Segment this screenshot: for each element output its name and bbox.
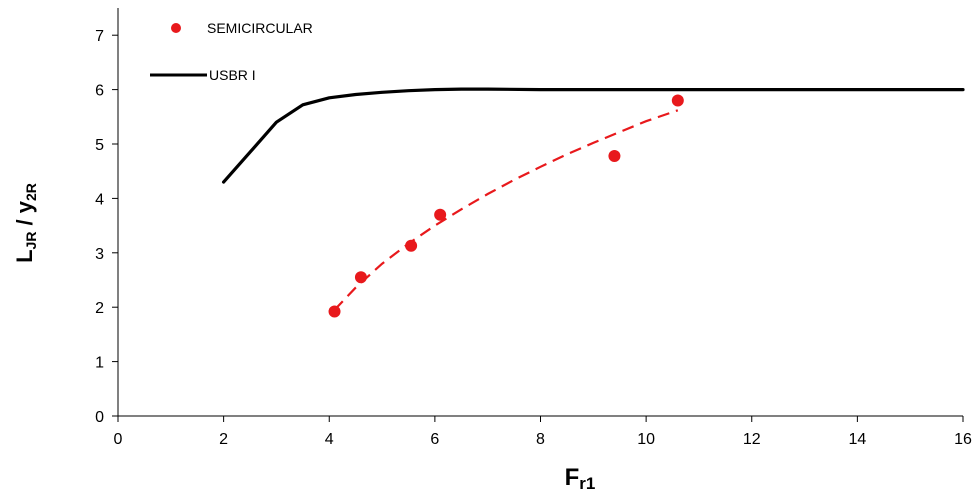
y-tick-label: 0 xyxy=(95,409,104,426)
y-axis-title-mid: / xyxy=(12,213,37,231)
y-tick-label: 7 xyxy=(95,28,104,45)
semicircular-point xyxy=(354,271,367,284)
y-tick-label: 5 xyxy=(95,137,104,154)
plot-area xyxy=(222,87,965,318)
semicircular-point xyxy=(434,208,447,221)
y-tick-label: 4 xyxy=(95,191,104,208)
y-axis-title-sub-2: 2R xyxy=(23,183,39,201)
y-tick-label: 3 xyxy=(95,246,104,263)
legend-marker-semicircular xyxy=(171,23,181,33)
semicircular-point xyxy=(405,239,418,252)
y-tick-label: 2 xyxy=(95,300,104,317)
y-axis-title-sub-1: JR xyxy=(23,232,39,250)
semicircular-point xyxy=(608,149,621,162)
x-axis-title-sub: r1 xyxy=(579,474,595,491)
x-axis-title: Fr1 xyxy=(565,464,596,491)
y-axis-title: LJR / y2R xyxy=(12,183,39,263)
x-tick-label: 4 xyxy=(325,431,334,448)
semicircular-trendline xyxy=(333,109,679,311)
x-tick-label: 12 xyxy=(743,431,761,448)
legend-label-semicircular: SEMICIRCULAR xyxy=(207,20,313,36)
x-tick-label: 16 xyxy=(954,431,972,448)
y-axis-title-main-2: y xyxy=(12,200,37,213)
semicircular-point xyxy=(328,305,341,318)
legend-label-usbr-i: USBR I xyxy=(209,67,256,83)
y-axis-title-main-1: L xyxy=(12,249,37,262)
y-tick-label: 6 xyxy=(95,83,104,100)
x-tick-label: 14 xyxy=(848,431,866,448)
x-axis-title-main: F xyxy=(565,464,580,491)
x-tick-label: 2 xyxy=(219,431,228,448)
x-tick-label: 8 xyxy=(536,431,545,448)
y-tick-label: 1 xyxy=(95,355,104,372)
semicircular-point xyxy=(671,94,684,107)
x-tick-label: 0 xyxy=(114,431,123,448)
x-tick-label: 6 xyxy=(430,431,439,448)
legend: SEMICIRCULAR USBR I xyxy=(150,20,313,83)
x-tick-label: 10 xyxy=(637,431,655,448)
usbr-i-line xyxy=(222,87,965,184)
